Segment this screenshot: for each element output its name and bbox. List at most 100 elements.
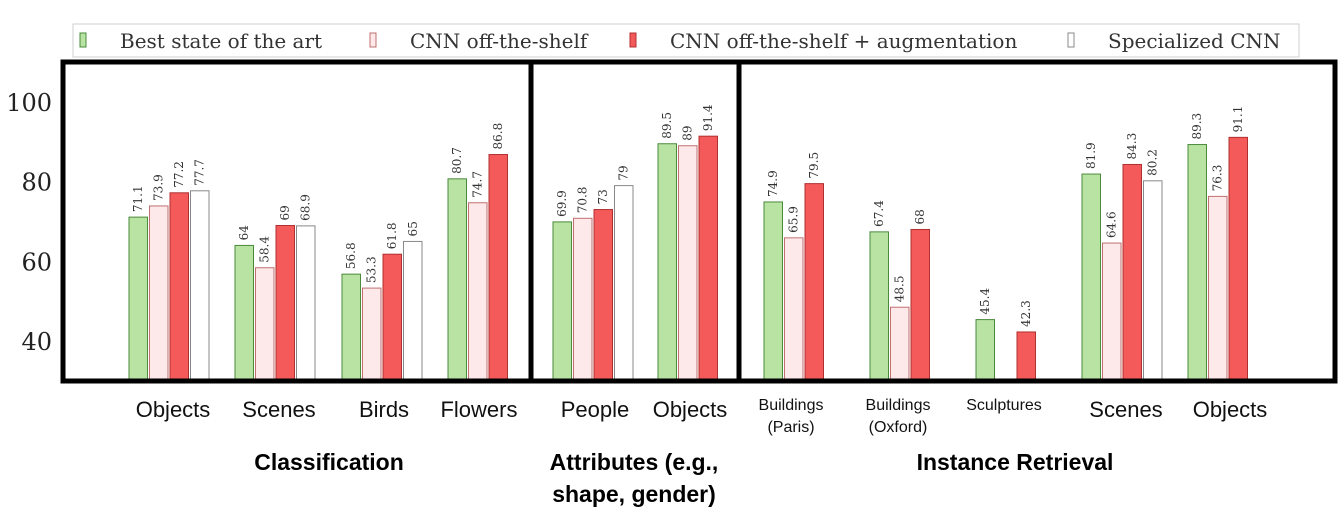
data-label: 65 — [406, 221, 420, 236]
data-label: 80.7 — [450, 147, 464, 174]
data-label: 58.4 — [258, 236, 272, 263]
data-label: 74.9 — [766, 170, 780, 197]
bar — [190, 190, 210, 382]
group-label: Classification — [254, 449, 404, 475]
data-label: 45.4 — [978, 288, 992, 315]
data-label: 64 — [237, 225, 251, 241]
legend-swatch-0 — [79, 32, 87, 48]
bar — [763, 201, 783, 382]
bar — [149, 205, 169, 382]
data-label: 73 — [596, 189, 610, 204]
legend-label-2: CNN off-the-shelf + augmentation — [670, 29, 1017, 53]
data-label: 64.6 — [1105, 211, 1119, 238]
bar — [169, 192, 189, 382]
x-tick-label: Buildings — [759, 397, 824, 414]
x-tick-label: Scenes — [1089, 397, 1162, 422]
data-label: 86.8 — [491, 123, 505, 150]
data-label: 77.2 — [172, 161, 186, 188]
bar — [275, 224, 295, 382]
x-tick-label: Objects — [136, 397, 211, 422]
x-tick-label: Buildings — [866, 397, 931, 414]
bar — [804, 183, 824, 382]
data-label: 65.9 — [787, 206, 801, 233]
legend — [72, 23, 1300, 58]
x-tick-label: People — [561, 397, 630, 422]
bar — [1187, 144, 1207, 382]
data-label: 91.4 — [701, 104, 715, 131]
bar — [382, 253, 402, 382]
bar — [296, 225, 316, 382]
legend-label-3: Specialized CNN — [1108, 29, 1281, 53]
bar — [657, 143, 677, 382]
legend-swatch-2 — [629, 32, 637, 48]
bar — [234, 244, 254, 382]
bar — [488, 154, 508, 382]
x-tick-label: (Oxford) — [869, 419, 928, 436]
data-label: 42.3 — [1019, 300, 1033, 327]
bar — [698, 135, 718, 382]
data-label: 89.3 — [1190, 113, 1204, 140]
data-label: 68.9 — [299, 194, 313, 221]
x-tick-label: Sculptures — [966, 397, 1042, 414]
data-label: 68 — [913, 209, 927, 224]
bar — [573, 217, 593, 382]
y-tick-label: 100 — [6, 89, 52, 117]
bar — [1208, 195, 1228, 382]
bar — [1102, 242, 1122, 382]
data-label: 73.9 — [152, 174, 166, 201]
bar — [910, 228, 930, 382]
data-label: 77.7 — [193, 159, 207, 186]
bar — [1081, 173, 1101, 382]
data-label: 79 — [617, 165, 631, 180]
group-label: shape, gender) — [552, 481, 716, 507]
x-tick-label: Objects — [653, 397, 728, 422]
data-label: 84.3 — [1125, 133, 1139, 160]
data-label: 74.7 — [471, 171, 485, 198]
bar — [975, 319, 995, 382]
group-label: Attributes (e.g., — [550, 449, 719, 475]
bar — [1143, 180, 1163, 382]
x-tick-label: Objects — [1193, 397, 1268, 422]
bar — [447, 178, 467, 382]
y-tick-label: 40 — [21, 328, 52, 356]
plot-frame — [60, 59, 1338, 384]
bar — [1016, 331, 1036, 382]
bar — [1122, 163, 1142, 382]
data-label: 89 — [681, 125, 695, 140]
data-label: 76.3 — [1211, 165, 1225, 192]
bar — [593, 209, 613, 382]
legend-label-0: Best state of the art — [120, 29, 322, 53]
bar — [341, 273, 361, 382]
data-label: 91.1 — [1231, 106, 1245, 133]
data-label: 71.1 — [131, 185, 145, 212]
bar — [784, 237, 804, 382]
bar — [362, 287, 382, 382]
bar — [869, 231, 889, 382]
bar — [468, 202, 488, 382]
data-label: 53.3 — [365, 256, 379, 283]
data-label: 89.5 — [660, 112, 674, 139]
data-label: 81.9 — [1084, 142, 1098, 169]
data-label: 61.8 — [385, 222, 399, 249]
legend-swatch-1 — [369, 32, 377, 48]
x-tick-label: Birds — [359, 397, 409, 422]
legend-swatch-3 — [1067, 32, 1075, 48]
y-tick-label: 80 — [21, 169, 52, 197]
bar — [403, 240, 423, 382]
bar — [128, 216, 148, 382]
legend-label-1: CNN off-the-shelf — [410, 29, 589, 53]
bar — [1228, 136, 1248, 382]
x-tick-label: (Paris) — [767, 419, 814, 436]
data-label: 70.8 — [576, 187, 590, 214]
data-label: 69.9 — [555, 190, 569, 217]
data-label: 56.8 — [344, 242, 358, 269]
bar — [614, 185, 634, 382]
data-label: 80.2 — [1146, 149, 1160, 176]
group-label: Instance Retrieval — [917, 449, 1114, 475]
y-tick-label: 60 — [21, 248, 52, 276]
bar — [255, 267, 275, 382]
bar — [678, 145, 698, 382]
bar — [552, 221, 572, 382]
x-tick-label: Scenes — [242, 397, 315, 422]
